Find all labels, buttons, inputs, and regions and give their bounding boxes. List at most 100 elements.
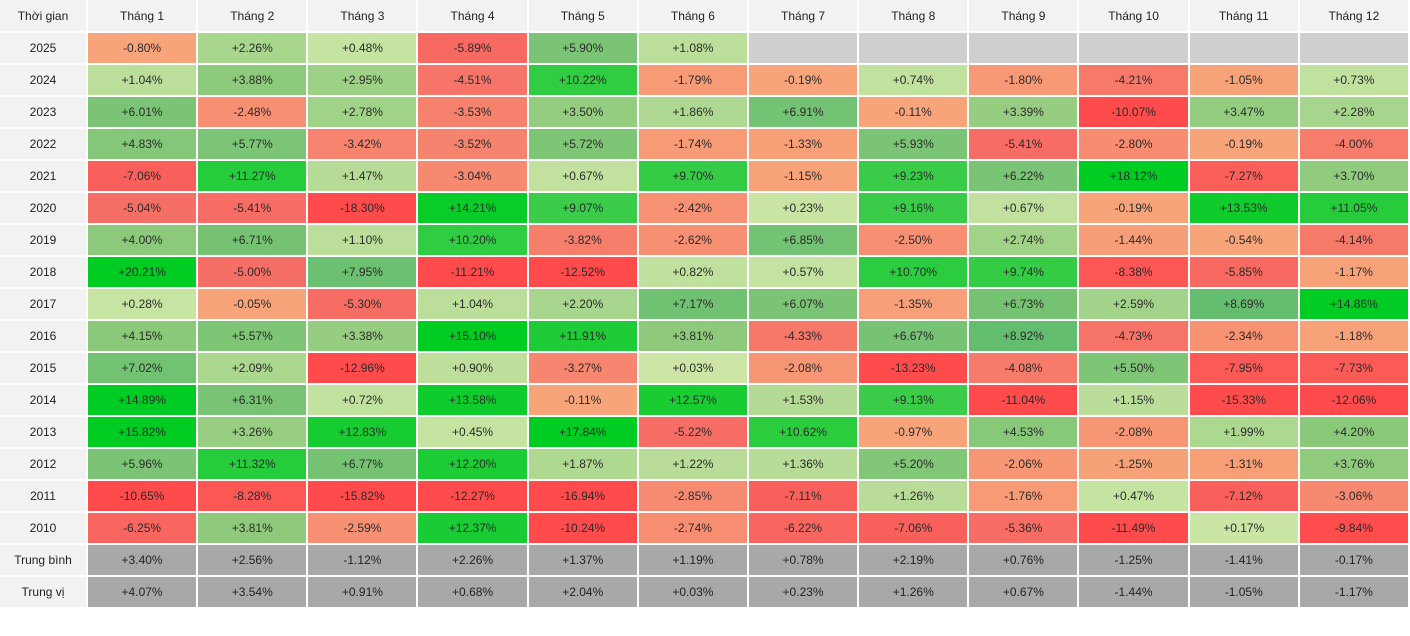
heatmap-cell: +14.21% bbox=[418, 193, 529, 225]
heatmap-cell: +1.53% bbox=[748, 385, 860, 417]
heatmap-cell: -16.94% bbox=[528, 481, 639, 513]
heatmap-cell: +14.89% bbox=[88, 385, 199, 417]
heatmap-cell: -0.19% bbox=[1079, 193, 1190, 225]
row-label: 2025 bbox=[0, 33, 88, 65]
heatmap-cell: +9.74% bbox=[969, 257, 1080, 289]
summary-cell: +0.67% bbox=[969, 577, 1080, 609]
row-label: 2024 bbox=[0, 65, 88, 97]
heatmap-cell: -12.06% bbox=[1299, 385, 1410, 417]
summary-cell: +2.04% bbox=[528, 577, 639, 609]
heatmap-cell: -3.52% bbox=[418, 129, 529, 161]
heatmap-cell: -0.80% bbox=[88, 33, 199, 65]
heatmap-cell: +2.26% bbox=[198, 33, 309, 65]
heatmap-cell: -11.49% bbox=[1079, 513, 1190, 545]
column-header: Tháng 7 bbox=[748, 0, 860, 33]
heatmap-cell: -7.27% bbox=[1189, 161, 1300, 193]
heatmap-cell: +6.71% bbox=[198, 225, 309, 257]
column-header: Tháng 6 bbox=[638, 0, 749, 33]
heatmap-cell: -1.05% bbox=[1189, 65, 1300, 97]
heatmap-cell: +7.95% bbox=[308, 257, 419, 289]
heatmap-cell: -6.25% bbox=[88, 513, 199, 545]
heatmap-cell: +17.84% bbox=[528, 417, 639, 449]
heatmap-cell: +10.62% bbox=[748, 417, 860, 449]
heatmap-cell: -2.62% bbox=[638, 225, 749, 257]
heatmap-cell: +6.73% bbox=[969, 289, 1080, 321]
heatmap-cell: +9.16% bbox=[859, 193, 970, 225]
heatmap-cell: -5.36% bbox=[969, 513, 1080, 545]
heatmap-cell: -2.74% bbox=[638, 513, 749, 545]
heatmap-cell: +2.78% bbox=[308, 97, 419, 129]
summary-cell: +2.56% bbox=[198, 545, 309, 577]
heatmap-cell: +11.32% bbox=[198, 449, 309, 481]
heatmap-cell: +7.17% bbox=[638, 289, 749, 321]
heatmap-cell: -3.42% bbox=[308, 129, 419, 161]
heatmap-cell: +20.21% bbox=[88, 257, 199, 289]
heatmap-cell: +2.74% bbox=[969, 225, 1080, 257]
heatmap-cell: +5.90% bbox=[528, 33, 639, 65]
heatmap-cell: +12.37% bbox=[418, 513, 529, 545]
heatmap-cell: +8.92% bbox=[969, 321, 1080, 353]
summary-row-label: Trung bình bbox=[0, 545, 88, 577]
heatmap-cell: -9.84% bbox=[1299, 513, 1410, 545]
heatmap-cell: +8.69% bbox=[1189, 289, 1300, 321]
heatmap-cell: -12.96% bbox=[308, 353, 419, 385]
summary-cell: +3.40% bbox=[88, 545, 199, 577]
heatmap-cell: -11.21% bbox=[418, 257, 529, 289]
heatmap-cell: +1.04% bbox=[88, 65, 199, 97]
heatmap-cell: -1.25% bbox=[1079, 449, 1190, 481]
heatmap-cell: +3.26% bbox=[198, 417, 309, 449]
column-header: Tháng 9 bbox=[969, 0, 1080, 33]
heatmap-cell: -0.54% bbox=[1189, 225, 1300, 257]
column-header: Tháng 4 bbox=[418, 0, 529, 33]
heatmap-cell: -1.44% bbox=[1079, 225, 1190, 257]
heatmap-cell: +5.96% bbox=[88, 449, 199, 481]
summary-cell: -1.41% bbox=[1189, 545, 1300, 577]
heatmap-cell: -10.24% bbox=[528, 513, 639, 545]
heatmap-cell: -2.34% bbox=[1189, 321, 1300, 353]
summary-cell: -1.25% bbox=[1079, 545, 1190, 577]
heatmap-cell: -7.06% bbox=[859, 513, 970, 545]
summary-cell: +0.91% bbox=[308, 577, 419, 609]
monthly-returns-heatmap: Thời gian Tháng 1 Tháng 2 Tháng 3 Tháng 4 Thá… bbox=[0, 0, 1410, 609]
heatmap-cell: +1.10% bbox=[308, 225, 419, 257]
empty-cell bbox=[1299, 33, 1410, 65]
heatmap-cell: -3.27% bbox=[528, 353, 639, 385]
heatmap-cell: +1.87% bbox=[528, 449, 639, 481]
heatmap-cell: -4.51% bbox=[418, 65, 529, 97]
empty-cell bbox=[1079, 33, 1190, 65]
heatmap-cell: -1.18% bbox=[1299, 321, 1410, 353]
empty-cell bbox=[859, 33, 970, 65]
heatmap-cell: -1.79% bbox=[638, 65, 749, 97]
summary-cell: +0.03% bbox=[638, 577, 749, 609]
heatmap-cell: +13.58% bbox=[418, 385, 529, 417]
heatmap-cell: +1.26% bbox=[859, 481, 970, 513]
heatmap-cell: +9.13% bbox=[859, 385, 970, 417]
heatmap-cell: +6.01% bbox=[88, 97, 199, 129]
heatmap-cell: -3.53% bbox=[418, 97, 529, 129]
heatmap-cell: +3.39% bbox=[969, 97, 1080, 129]
heatmap-cell: +5.72% bbox=[528, 129, 639, 161]
heatmap-cell: +5.20% bbox=[859, 449, 970, 481]
summary-cell: -1.17% bbox=[1299, 577, 1410, 609]
heatmap-cell: -7.12% bbox=[1189, 481, 1300, 513]
heatmap-cell: -4.14% bbox=[1299, 225, 1410, 257]
heatmap-cell: +0.57% bbox=[748, 257, 860, 289]
heatmap-cell: +0.28% bbox=[88, 289, 199, 321]
heatmap-cell: -8.38% bbox=[1079, 257, 1190, 289]
heatmap-cell: +12.20% bbox=[418, 449, 529, 481]
heatmap-cell: +3.47% bbox=[1189, 97, 1300, 129]
heatmap-cell: -7.73% bbox=[1299, 353, 1410, 385]
column-header: Tháng 12 bbox=[1299, 0, 1410, 33]
row-label: 2022 bbox=[0, 129, 88, 161]
heatmap-cell: +1.36% bbox=[748, 449, 860, 481]
heatmap-cell: -12.27% bbox=[418, 481, 529, 513]
summary-cell: -1.05% bbox=[1189, 577, 1300, 609]
heatmap-cell: -0.19% bbox=[1189, 129, 1300, 161]
heatmap-cell: +6.91% bbox=[748, 97, 860, 129]
heatmap-cell: -15.33% bbox=[1189, 385, 1300, 417]
empty-cell bbox=[748, 33, 860, 65]
summary-cell: -0.17% bbox=[1299, 545, 1410, 577]
heatmap-cell: -18.30% bbox=[308, 193, 419, 225]
heatmap-cell: +11.27% bbox=[198, 161, 309, 193]
heatmap-cell: -0.11% bbox=[859, 97, 970, 129]
